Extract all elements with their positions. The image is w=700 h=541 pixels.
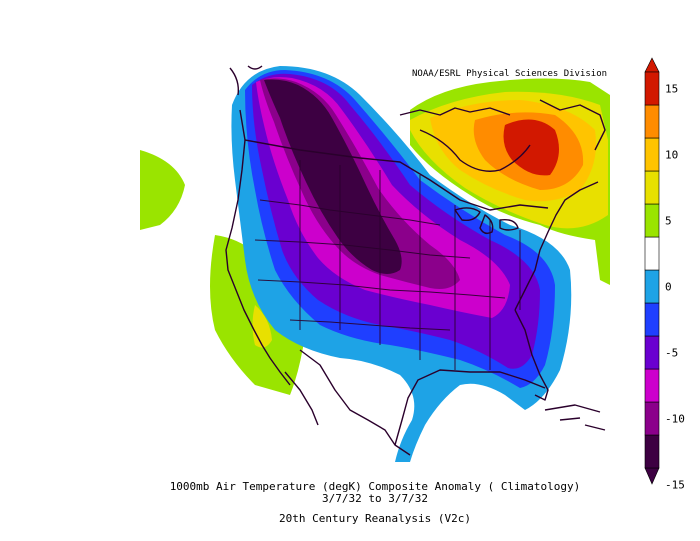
colorbar-bottom-arrow xyxy=(644,467,660,485)
colorbar-segment xyxy=(644,236,660,271)
credit-text: NOAA/ESRL Physical Sciences Division xyxy=(412,69,607,79)
colorbar-tick-label: 0 xyxy=(665,281,672,294)
colorbar: 15 10 5 0 -5 -10 -15 xyxy=(644,57,685,492)
colorbar-segment xyxy=(644,335,660,370)
colorbar-top-arrow xyxy=(644,57,660,73)
colorbar-segment xyxy=(644,104,660,139)
colorbar-segment xyxy=(644,137,660,172)
anomaly-green-pacific xyxy=(140,150,185,230)
colorbar-segment xyxy=(644,269,660,304)
colorbar-segment xyxy=(644,401,660,436)
colorbar-tick-label: -15 xyxy=(665,479,685,492)
colorbar-segment xyxy=(644,203,660,238)
coastline-borders xyxy=(225,65,606,456)
state-borders xyxy=(254,160,521,370)
colorbar-segment xyxy=(644,170,660,205)
caption-line-1: 1000mb Air Temperature (degK) Composite … xyxy=(170,480,581,493)
colorbar-segment xyxy=(644,434,660,469)
colorbar-tick-label: 10 xyxy=(665,149,678,162)
map-plot-area xyxy=(140,62,610,462)
caption-line-3: 20th Century Reanalysis (V2c) xyxy=(279,512,471,525)
colorbar-segment xyxy=(644,368,660,403)
colorbar-segment xyxy=(644,302,660,337)
colorbar-tick-label: -10 xyxy=(665,413,685,426)
anomaly-darkpurple xyxy=(264,79,402,274)
colorbar-tick-label: 5 xyxy=(665,215,672,228)
anomaly-red-northeast xyxy=(503,119,559,176)
colorbar-tick-label: -5 xyxy=(665,347,678,360)
caption-line-2: 3/7/32 to 3/7/32 xyxy=(322,492,428,505)
colorbar-segment xyxy=(644,71,660,106)
colorbar-tick-label: 15 xyxy=(665,83,678,96)
